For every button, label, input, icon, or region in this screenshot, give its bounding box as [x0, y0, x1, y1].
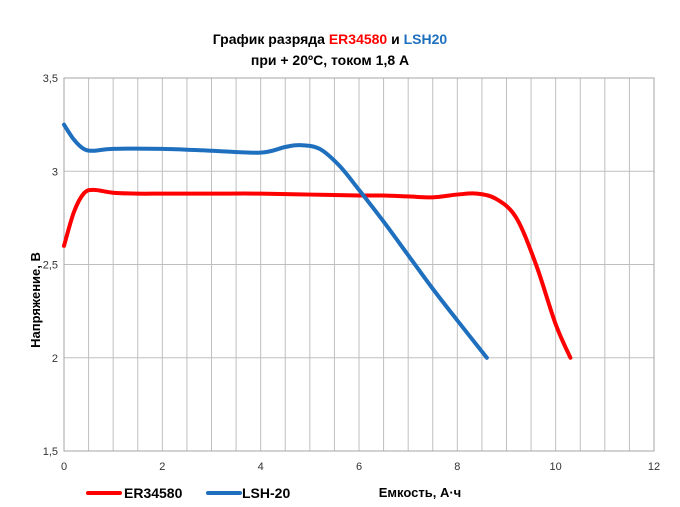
series-line-er34580 — [62, 187, 573, 360]
series-line-lsh-20 — [62, 122, 489, 360]
x-tick-label: 4 — [258, 461, 264, 473]
plot-area: 1,5 2 2,5 3 3,5 0 2 4 6 8 10 12 — [43, 73, 660, 473]
x-tick-label: 6 — [356, 461, 362, 473]
x-tick-label: 10 — [550, 461, 562, 473]
x-tick-label: 0 — [61, 461, 67, 473]
y-tick-label: 1,5 — [43, 446, 58, 458]
legend: ER34580 LSH-20 — [86, 485, 290, 501]
chart-title-series1: ER34580 — [329, 31, 388, 47]
x-axis-title: Емкость, А·ч — [379, 485, 461, 500]
y-tick-label: 2 — [52, 353, 58, 365]
legend-label-lsh-20: LSH-20 — [242, 485, 290, 501]
x-tick-label: 2 — [159, 461, 165, 473]
chart-title-prefix: График разряда — [213, 31, 329, 47]
chart-title-line1: График разряда ER34580 и LSH20 — [213, 31, 448, 47]
legend-label-er34580: ER34580 — [124, 485, 183, 501]
plot-border — [63, 77, 655, 452]
y-tick-label: 3,5 — [43, 73, 58, 85]
y-axis-title: Напряжение, В — [28, 252, 43, 348]
y-tick-label: 3 — [52, 166, 58, 178]
y-tick-label: 2,5 — [43, 260, 58, 272]
x-tick-label: 8 — [454, 461, 460, 473]
x-tick-label: 12 — [648, 461, 660, 473]
chart-title-mid: и — [391, 31, 404, 47]
chart-title-series2: LSH20 — [404, 31, 448, 47]
chart-title-line2: при + 20ºC, током 1,8 А — [251, 52, 409, 68]
